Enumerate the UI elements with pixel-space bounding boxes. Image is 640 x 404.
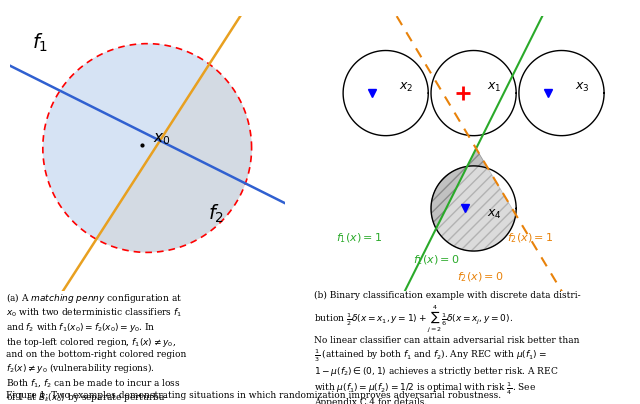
Text: (a) A $\it{matching\ penny}$ configuration at
$x_0$ with two deterministic class: (a) A $\it{matching\ penny}$ configurati… [6,291,187,404]
Text: $x_2$: $x_2$ [399,81,414,95]
Text: $f_1$: $f_1$ [32,32,48,55]
Polygon shape [431,149,516,251]
Polygon shape [43,44,252,252]
Text: Figure 1: Two examples demonstrating situations in which randomization improves : Figure 1: Two examples demonstrating sit… [6,391,502,400]
Text: $f_2(x) = 0$: $f_2(x) = 0$ [457,270,504,284]
Text: $f_1(x) = 0$: $f_1(x) = 0$ [413,254,460,267]
Text: $f_2$: $f_2$ [207,202,224,225]
Text: $f_1(x) = 1$: $f_1(x) = 1$ [336,231,382,245]
Polygon shape [97,64,252,252]
Text: $x_3$: $x_3$ [575,81,590,95]
Polygon shape [431,149,488,229]
Text: $x_4$: $x_4$ [487,208,502,221]
Text: $f_2(x) = 1$: $f_2(x) = 1$ [507,231,552,245]
Text: $x_0$: $x_0$ [153,132,170,147]
Text: (b) Binary classification example with discrete data distri-
bution $\frac{1}{2}: (b) Binary classification example with d… [314,291,580,404]
Text: $x_1$: $x_1$ [487,81,502,95]
